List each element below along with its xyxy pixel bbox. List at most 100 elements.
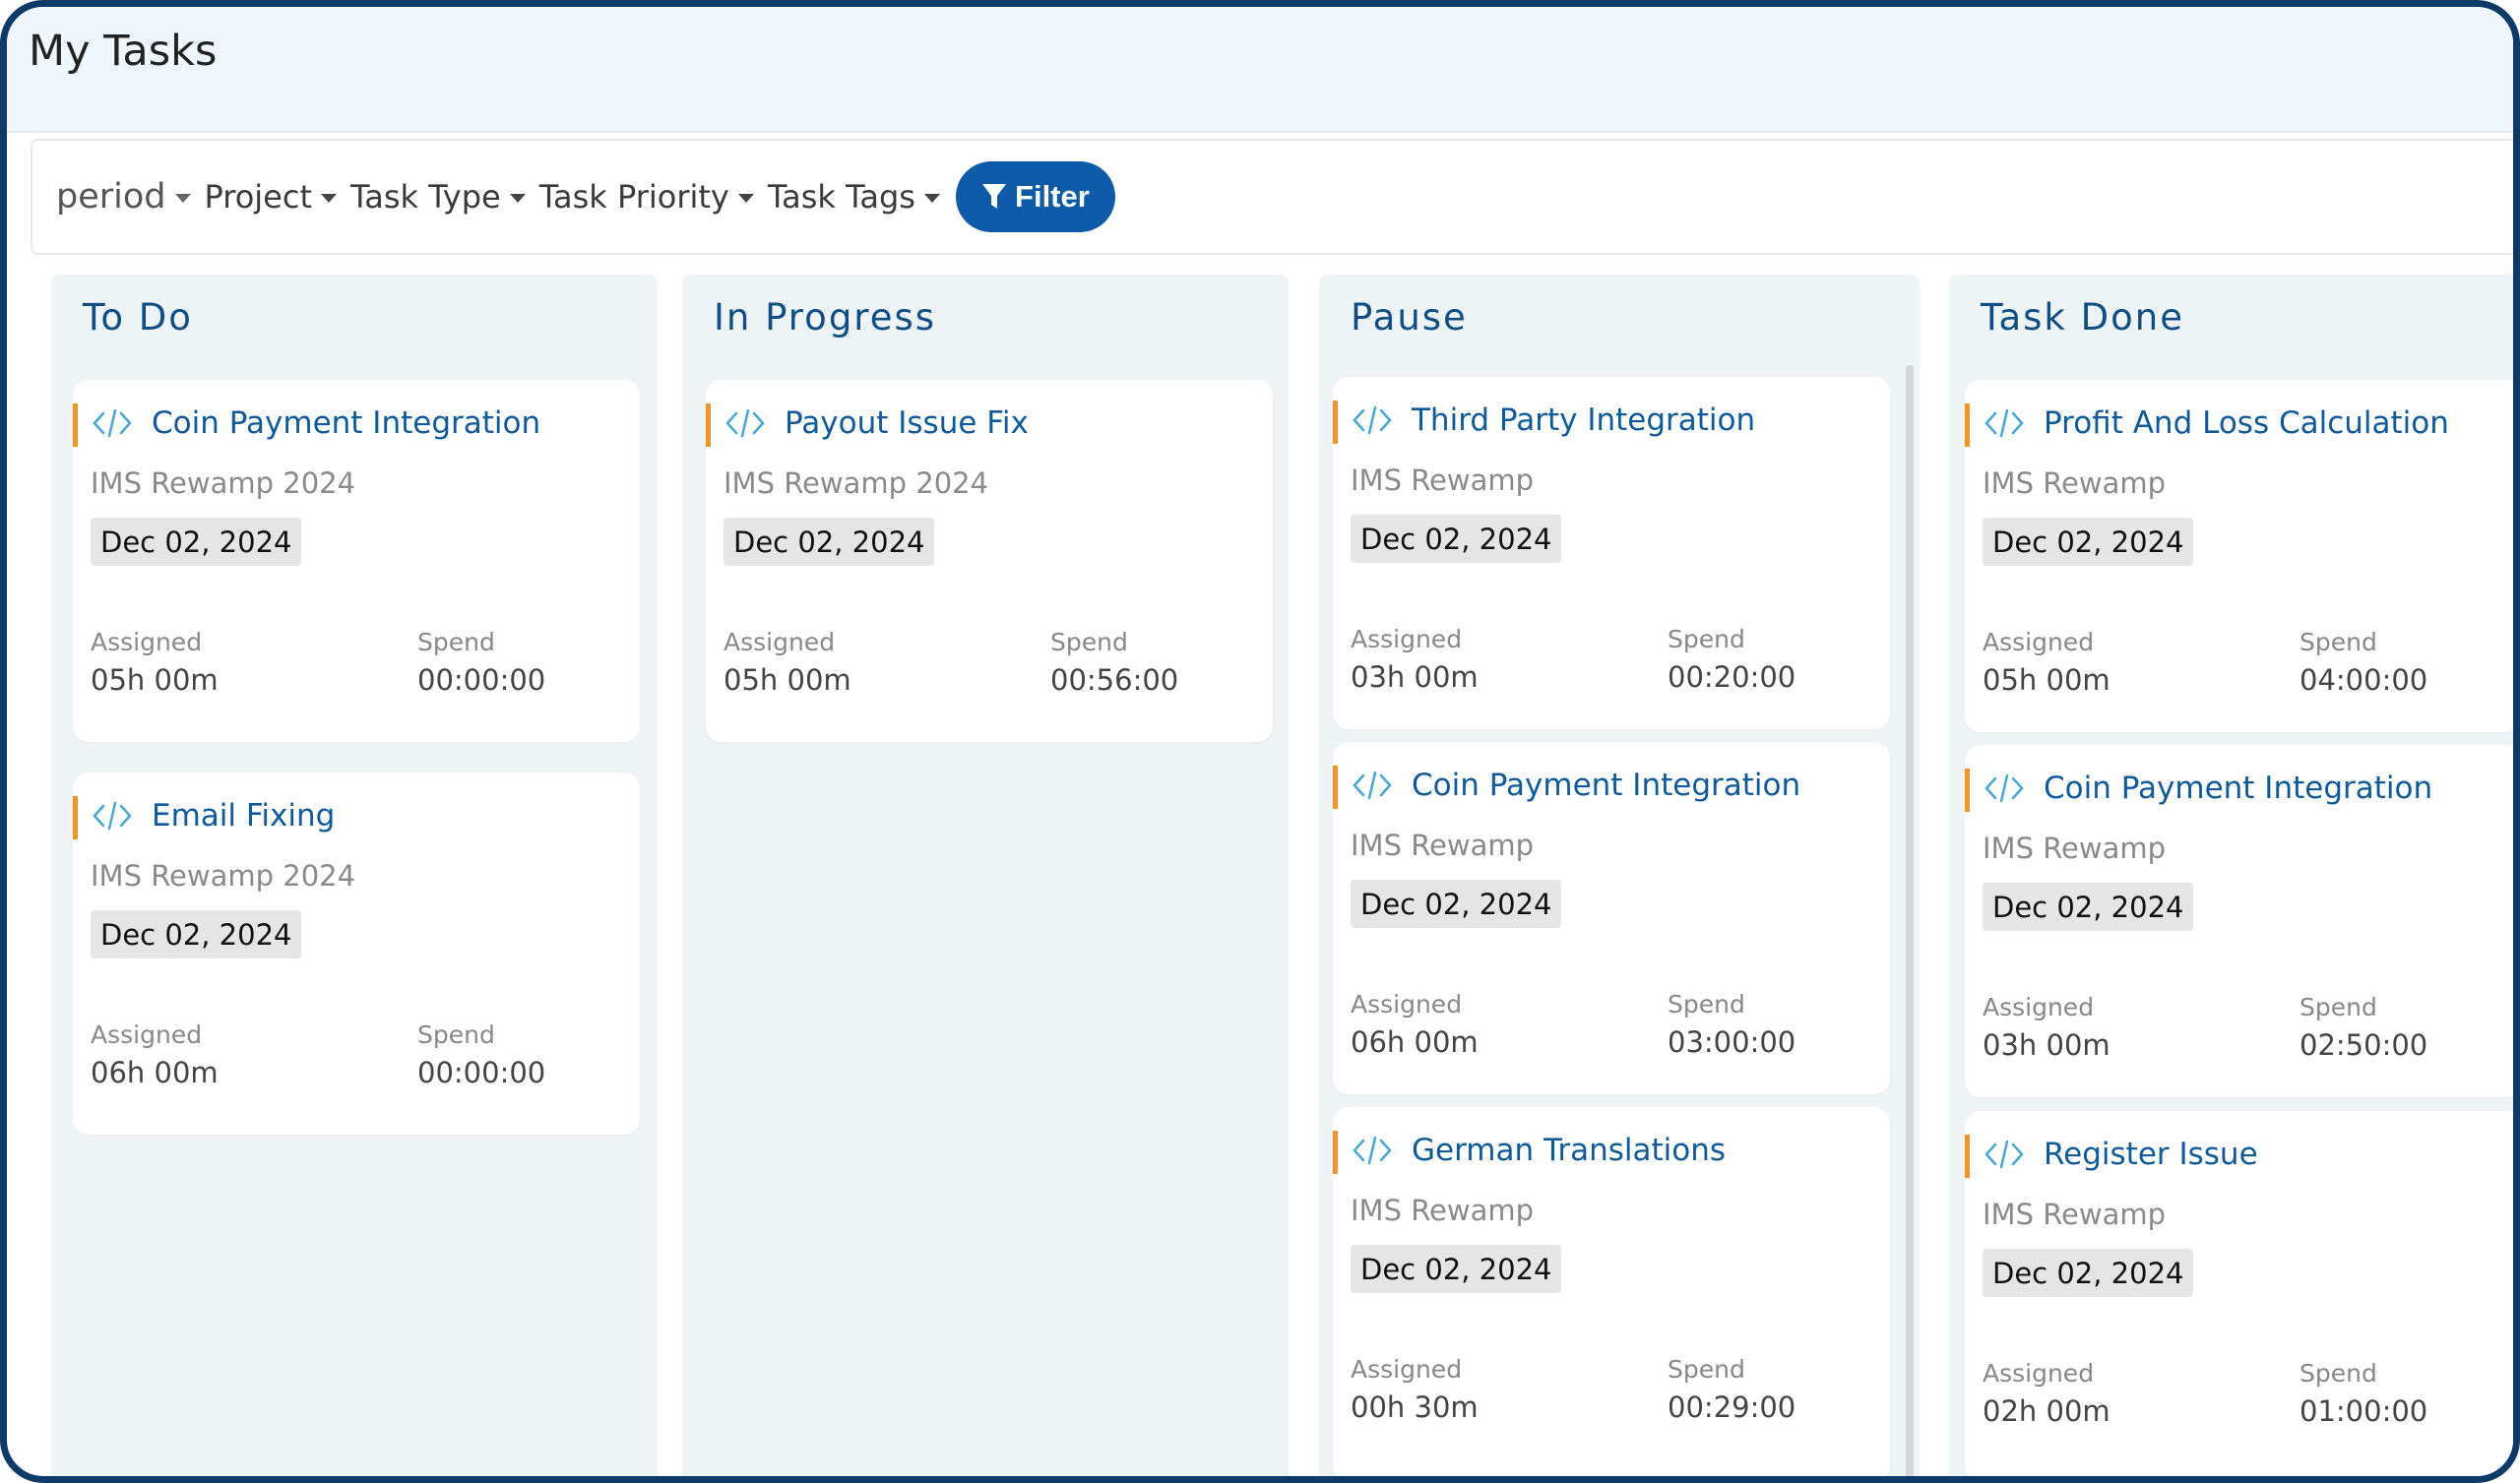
task-title[interactable]: Coin Payment Integration [1412,768,1801,803]
spend-label: Spend [2300,628,2377,656]
spend-label: Spend [1668,990,1745,1019]
task-date-badge: Dec 02, 2024 [1983,883,2194,931]
column-task-done: Task Done Profit And Loss Calculation IM… [1949,275,2513,1476]
project-dropdown[interactable]: Project [205,178,337,216]
spend-value: 00:29:00 [1668,1390,1796,1424]
task-card[interactable]: Register Issue IMS Rewamp Dec 02, 2024 A… [1965,1111,2513,1476]
assigned-value: 00h 30m [1351,1390,1479,1424]
assigned-label: Assigned [1351,990,1463,1019]
spend-label: Spend [1668,1355,1745,1384]
assigned-value: 05h 00m [724,663,851,697]
priority-accent [73,403,78,447]
priority-accent [706,403,711,447]
spend-value: 00:00:00 [417,1056,546,1089]
pause-column-scrollbar[interactable] [1906,365,1914,1476]
task-card[interactable]: Coin Payment Integration IMS Rewamp Dec … [1965,745,2513,1097]
task-card[interactable]: Third Party Integration IMS Rewamp Dec 0… [1333,377,1890,729]
task-date-badge: Dec 02, 2024 [1351,515,1562,563]
code-icon [1353,405,1392,435]
spend-value: 00:20:00 [1668,660,1796,694]
task-project: IMS Rewamp [1983,1198,2167,1231]
filter-bar: period Project Task Type Task Priority T… [31,139,2513,255]
assigned-value: 05h 00m [91,663,219,697]
filter-button-label: Filter [1015,179,1090,214]
spend-label: Spend [1050,628,1128,656]
assigned-label: Assigned [724,628,836,656]
task-title[interactable]: Email Fixing [152,798,336,834]
task-priority-dropdown[interactable]: Task Priority [539,178,754,216]
caret-down-icon [923,194,940,203]
column-in-progress: In Progress Payout Issue Fix IMS Rewamp … [682,275,1289,1476]
spend-label: Spend [2300,1359,2377,1388]
spend-value: 03:00:00 [1668,1025,1796,1059]
spend-label: Spend [2300,993,2377,1021]
priority-accent [1965,1135,1970,1178]
task-project: IMS Rewamp 2024 [91,466,356,500]
spend-value: 00:56:00 [1050,663,1179,697]
priority-accent [1965,403,1970,447]
task-project: IMS Rewamp [1983,832,2167,865]
task-card[interactable]: Email Fixing IMS Rewamp 2024 Dec 02, 202… [73,772,640,1135]
task-date-badge: Dec 02, 2024 [724,518,935,566]
spend-value: 01:00:00 [2300,1394,2428,1428]
spend-label: Spend [417,628,495,656]
assigned-value: 05h 00m [1983,663,2110,697]
assigned-value: 02h 00m [1983,1394,2110,1428]
code-icon [725,408,765,438]
task-tags-dropdown[interactable]: Task Tags [768,178,940,216]
task-title[interactable]: Profit And Loss Calculation [2044,405,2449,441]
task-date-badge: Dec 02, 2024 [1983,518,2194,566]
column-to-do: To Do Coin Payment Integration IMS Rewam… [51,275,658,1476]
code-icon [93,801,132,831]
funnel-icon [982,184,1007,209]
assigned-value: 03h 00m [1351,660,1479,694]
kanban-board: To Do Coin Payment Integration IMS Rewam… [7,275,2513,1476]
task-title[interactable]: German Translations [1412,1133,1727,1168]
task-tags-dropdown-label: Task Tags [767,178,915,216]
task-type-dropdown[interactable]: Task Type [350,178,526,216]
task-project: IMS Rewamp [1983,466,2167,500]
task-project: IMS Rewamp 2024 [724,466,989,500]
spend-value: 04:00:00 [2300,663,2428,697]
priority-accent [1965,769,1970,812]
task-project: IMS Rewamp [1351,829,1535,862]
assigned-value: 06h 00m [1351,1025,1479,1059]
assigned-label: Assigned [1983,628,2095,656]
task-title[interactable]: Coin Payment Integration [152,405,541,441]
task-date-badge: Dec 02, 2024 [1983,1249,2194,1297]
assigned-value: 03h 00m [1983,1028,2110,1062]
task-date-badge: Dec 02, 2024 [1351,1245,1562,1293]
assigned-label: Assigned [1351,1355,1463,1384]
spend-value: 00:00:00 [417,663,546,697]
task-card[interactable]: Profit And Loss Calculation IMS Rewamp D… [1965,380,2513,732]
page-header: My Tasks [7,7,2513,133]
page-title: My Tasks [29,27,218,76]
task-card[interactable]: German Translations IMS Rewamp Dec 02, 2… [1333,1107,1890,1476]
filter-button[interactable]: Filter [955,161,1115,232]
column-title: In Progress [714,296,937,339]
code-icon [1984,773,2024,803]
code-icon [1984,408,2024,438]
spend-label: Spend [1668,625,1745,653]
caret-down-icon [174,194,191,203]
spend-label: Spend [417,1020,495,1049]
task-priority-dropdown-label: Task Priority [538,178,729,216]
period-dropdown[interactable]: period [56,177,191,216]
task-title[interactable]: Payout Issue Fix [785,405,1029,441]
priority-accent [1333,401,1338,444]
assigned-value: 06h 00m [91,1056,219,1089]
task-title[interactable]: Register Issue [2044,1137,2258,1172]
task-card[interactable]: Coin Payment Integration IMS Rewamp Dec … [1333,742,1890,1094]
priority-accent [73,796,78,839]
assigned-label: Assigned [1983,1359,2095,1388]
assigned-label: Assigned [91,628,203,656]
spend-value: 02:50:00 [2300,1028,2428,1062]
column-title: To Do [83,296,193,339]
task-title[interactable]: Coin Payment Integration [2044,771,2433,806]
task-title[interactable]: Third Party Integration [1412,402,1756,438]
task-date-badge: Dec 02, 2024 [91,518,302,566]
task-card[interactable]: Coin Payment Integration IMS Rewamp 2024… [73,380,640,742]
task-card[interactable]: Payout Issue Fix IMS Rewamp 2024 Dec 02,… [706,380,1273,742]
caret-down-icon [509,194,526,203]
